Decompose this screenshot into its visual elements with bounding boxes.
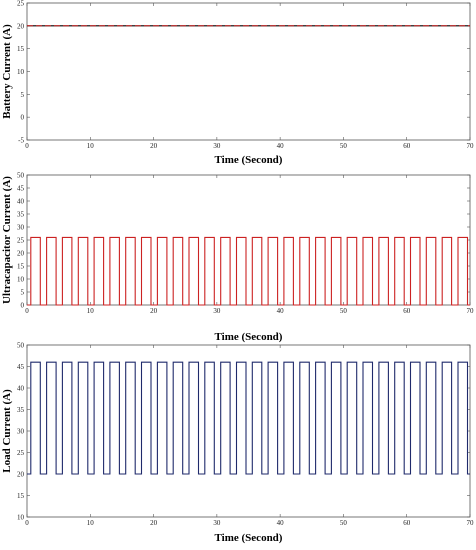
y-tick-label: -5: [18, 137, 24, 145]
x-axis-label: Time (Second): [215, 331, 283, 343]
y-tick-label: 35: [17, 211, 25, 219]
y-tick-label: 50: [17, 342, 25, 350]
plot-frame: [26, 344, 471, 518]
x-tick-label: 10: [87, 307, 95, 315]
y-tick-label: 30: [17, 224, 25, 232]
y-tick-label: 25: [17, 0, 25, 8]
y-tick-label: 10: [17, 276, 25, 284]
y-tick-label: 15: [17, 492, 25, 500]
x-tick-label: 20: [150, 519, 158, 527]
series-line-1: [27, 361, 470, 475]
x-tick-label: 70: [467, 307, 475, 315]
x-tick-label: 0: [25, 142, 29, 150]
x-tick-label: 70: [467, 519, 475, 527]
y-tick-label: 30: [17, 428, 25, 436]
plot-frame: [26, 2, 471, 141]
y-tick-label: 25: [17, 449, 25, 457]
x-tick-label: 10: [87, 142, 95, 150]
x-axis-label: Time (Second): [215, 154, 283, 166]
x-tick-label: 30: [213, 307, 221, 315]
y-tick-label: 10: [17, 68, 25, 76]
y-tick-label: 20: [17, 250, 25, 258]
y-tick-label: 45: [17, 185, 25, 193]
y-tick-label: 0: [21, 114, 25, 122]
x-tick-label: 0: [25, 307, 29, 315]
x-tick-label: 20: [150, 142, 158, 150]
plot-frame: [26, 174, 471, 306]
y-tick-label: 25: [17, 237, 25, 245]
y-tick-label: 20: [17, 22, 25, 30]
x-tick-label: 50: [340, 307, 348, 315]
x-tick-label: 40: [277, 307, 285, 315]
y-tick-label: 45: [17, 363, 25, 371]
series-line-1: [27, 236, 470, 306]
y-axis-label: Battery Current (A): [1, 24, 13, 119]
y-tick-label: 40: [17, 198, 25, 206]
y-tick-label: 0: [21, 302, 25, 310]
y-tick-label: 50: [17, 172, 25, 180]
x-tick-label: 40: [277, 519, 285, 527]
y-tick-label: 15: [17, 263, 25, 271]
x-tick-label: 30: [213, 142, 221, 150]
x-tick-label: 0: [25, 519, 29, 527]
x-tick-label: 20: [150, 307, 158, 315]
y-axis-label: Load Current (A): [1, 389, 13, 473]
x-tick-label: 50: [340, 519, 348, 527]
y-tick-label: 15: [17, 45, 25, 53]
x-tick-label: 70: [467, 142, 475, 150]
y-tick-label: 5: [21, 91, 25, 99]
y-tick-label: 20: [17, 471, 25, 479]
y-axis-label: Ultracapacitor Current (A): [1, 176, 13, 304]
y-tick-label: 40: [17, 385, 25, 393]
x-tick-label: 10: [87, 519, 95, 527]
x-tick-label: 50: [340, 142, 348, 150]
chart-2: 0 10 20 30 40 50 60 70 0 5 10 15 20 25 30 35 40 45 50 Time …: [1, 172, 474, 344]
x-tick-label: 30: [213, 519, 221, 527]
x-tick-label: 40: [277, 142, 285, 150]
y-tick-label: 5: [21, 289, 25, 297]
y-tick-label: 10: [17, 514, 25, 522]
y-tick-label: 35: [17, 406, 25, 414]
x-tick-label: 60: [403, 307, 411, 315]
x-tick-label: 60: [403, 142, 411, 150]
x-tick-label: 60: [403, 519, 411, 527]
x-axis-label: Time (Second): [215, 532, 283, 544]
